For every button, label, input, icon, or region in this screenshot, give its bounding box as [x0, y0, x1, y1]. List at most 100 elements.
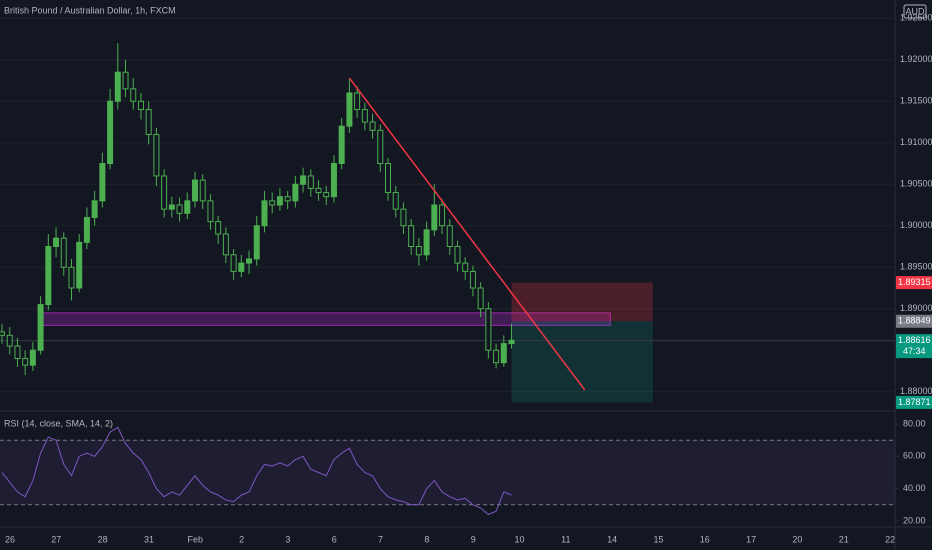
- price-badge: [896, 276, 932, 290]
- x-tick-label: 3: [285, 534, 290, 544]
- candle-body: [114, 71, 121, 102]
- x-tick-label: 2: [239, 534, 244, 544]
- candle-body: [76, 241, 83, 289]
- candle-body: [37, 304, 44, 351]
- candle-body: [300, 175, 307, 185]
- candle-body: [230, 254, 237, 272]
- candle-body: [29, 349, 36, 366]
- x-tick-label: 27: [51, 534, 61, 544]
- price-badge: [896, 395, 932, 409]
- candle-body: [207, 200, 214, 223]
- candle-body: [60, 237, 67, 268]
- currency: AUD: [905, 6, 925, 16]
- candle-body: [0, 331, 5, 336]
- candle-body: [493, 349, 500, 364]
- candle-body: [431, 204, 438, 231]
- candle-body: [330, 163, 337, 198]
- candle-body: [408, 225, 415, 247]
- y-tick-label: 60.00: [903, 451, 926, 461]
- y-tick-label: 1.92500: [900, 13, 932, 23]
- candle-body: [500, 343, 507, 364]
- candle-body: [338, 125, 345, 165]
- candle-body: [469, 270, 476, 289]
- chart-title: British Pound / Australian Dollar, 1h, F…: [4, 5, 176, 15]
- y-tick-label: 1.89500: [900, 262, 932, 272]
- candle-body: [253, 225, 260, 260]
- y-tick-label: 40.00: [903, 483, 926, 493]
- candle-body: [284, 196, 291, 202]
- candle-body: [415, 245, 422, 256]
- y-tick-label: 1.90000: [900, 220, 932, 230]
- candle-body: [22, 358, 29, 366]
- candle-body: [369, 121, 376, 131]
- x-tick-label: 26: [5, 534, 15, 544]
- candle-body: [222, 233, 229, 256]
- candle-body: [354, 92, 361, 111]
- candle-body: [192, 179, 198, 202]
- candle-body: [276, 196, 283, 206]
- x-tick-label: 20: [792, 534, 802, 544]
- candle-body: [307, 175, 314, 189]
- candle-body: [91, 200, 98, 218]
- candle-body: [361, 109, 368, 123]
- candle-body: [145, 109, 152, 135]
- candle-body: [439, 204, 446, 227]
- candle-body: [68, 266, 75, 289]
- rsi-line: [1, 426, 512, 516]
- y-tick-label: 1.92000: [900, 54, 932, 64]
- x-tick-label: 31: [144, 534, 154, 544]
- target-zone: [511, 321, 653, 403]
- candle-body: [137, 100, 144, 111]
- trend-line: [348, 77, 586, 391]
- x-tick-label: 11: [561, 534, 570, 544]
- candle-body: [215, 221, 222, 235]
- candle-body: [153, 133, 160, 177]
- candle-body: [53, 237, 60, 247]
- candle-body: [392, 192, 399, 210]
- price-badge-label: 1.88616: [898, 335, 931, 345]
- candle-body: [199, 179, 206, 202]
- y-tick-label: 1.88000: [900, 386, 932, 396]
- candle-body: [346, 92, 353, 127]
- price-badge: [896, 314, 932, 328]
- x-tick-label: 8: [424, 534, 429, 544]
- candle-body: [315, 187, 322, 194]
- candle-body: [423, 229, 430, 256]
- y-tick-label: 1.89000: [900, 303, 932, 313]
- candle-body: [246, 258, 253, 264]
- candle-body: [6, 334, 13, 347]
- price-badge-label: 1.87871: [898, 397, 931, 407]
- x-tick-label: 10: [515, 534, 525, 544]
- candle-body: [485, 308, 492, 351]
- candle-body: [14, 345, 21, 360]
- candle-body: [385, 163, 391, 194]
- candle-body: [261, 200, 268, 227]
- x-tick-label: 6: [332, 534, 337, 544]
- x-tick-label: Feb: [188, 534, 204, 544]
- y-tick-label: 80.00: [903, 418, 926, 428]
- y-tick-label: 1.91000: [900, 137, 932, 147]
- candle-body: [83, 216, 90, 243]
- candle-body: [446, 225, 453, 247]
- candle-body: [130, 88, 137, 102]
- x-tick-label: 14: [607, 534, 617, 544]
- y-tick-label: 1.91500: [900, 96, 932, 106]
- candle-body: [122, 71, 129, 90]
- candle-body: [45, 245, 52, 306]
- x-tick-label: 15: [653, 534, 663, 544]
- candle-body: [269, 200, 276, 206]
- price-badge-label: 1.88849: [898, 316, 931, 326]
- x-tick-label: 16: [700, 534, 710, 544]
- candle-body: [400, 208, 407, 227]
- candle-body: [454, 245, 461, 264]
- x-tick-label: 22: [885, 534, 895, 544]
- currency-box[interactable]: [903, 4, 927, 19]
- candle-body: [184, 200, 191, 214]
- x-tick-label: 28: [98, 534, 108, 544]
- candle-body: [323, 192, 330, 198]
- candle-body: [238, 262, 245, 272]
- y-tick-label: 20.00: [903, 515, 926, 525]
- candle-body: [292, 183, 299, 202]
- candle-body: [176, 204, 183, 214]
